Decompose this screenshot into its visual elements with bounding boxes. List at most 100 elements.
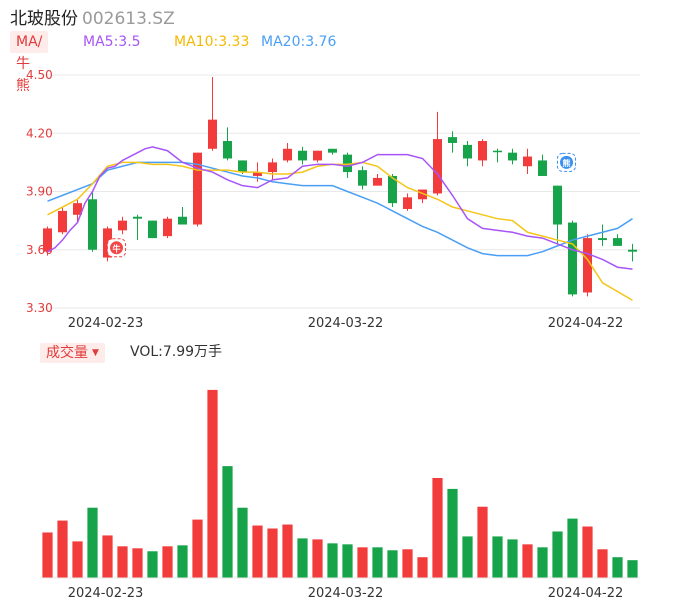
candlestick: [313, 150, 322, 163]
volume-bar: [372, 547, 383, 578]
candlestick: [538, 154, 547, 176]
candle-body: [358, 170, 367, 186]
ma5-legend: MA5:3.5: [83, 34, 141, 50]
candle-body: [343, 154, 352, 173]
volume-bar: [267, 528, 278, 578]
date-tick-label: 2024-02-23: [68, 316, 144, 331]
candle-body: [538, 160, 547, 176]
candlestick: [268, 158, 277, 180]
candle-body: [463, 144, 472, 159]
volume-date-tick-label: 2024-02-23: [68, 586, 144, 601]
volume-date-tick-label: 2024-03-22: [308, 586, 384, 601]
candlestick: [628, 243, 637, 262]
candle-body: [193, 152, 202, 225]
candle-body: [448, 137, 457, 143]
bear-icon[interactable]: 熊: [557, 152, 576, 172]
candle-body: [418, 189, 427, 200]
candlestick: [583, 234, 592, 297]
date-tick-label: 2024-04-22: [548, 316, 624, 331]
candle-body: [253, 172, 262, 176]
price-tick-label: 4.50: [26, 68, 53, 82]
volume-bar: [492, 536, 503, 578]
candlestick: [493, 148, 502, 163]
candle-body: [238, 160, 247, 173]
volume-bar: [507, 539, 518, 578]
volume-bar: [192, 519, 203, 578]
ma-indicator-button[interactable]: MA/牛熊: [10, 31, 49, 94]
candlestick: [433, 111, 442, 196]
bull-icon[interactable]: 牛: [107, 238, 126, 258]
volume-indicator-button[interactable]: 成交量 ▼: [40, 343, 105, 363]
ma10-line: [47, 161, 633, 301]
candle-body: [163, 218, 172, 237]
candlestick: [373, 174, 382, 186]
volume-bar: [312, 539, 323, 578]
volume-date-tick-label: 2024-04-22: [548, 586, 624, 601]
candle-body: [568, 222, 577, 295]
candlestick: [523, 148, 532, 175]
candle-body: [43, 228, 52, 252]
candle-body: [298, 150, 307, 161]
volume-bar: [612, 557, 623, 578]
price-tick-label: 3.90: [26, 185, 53, 199]
candle-body: [553, 185, 562, 225]
stock-name: 北玻股份: [10, 9, 78, 29]
stock-title: 北玻股份 002613.SZ: [10, 4, 175, 29]
date-tick-label: 2024-03-22: [308, 316, 384, 331]
volume-bar: [132, 548, 143, 578]
candle-body: [73, 203, 82, 215]
candle-body: [148, 220, 157, 239]
candle-body: [208, 119, 217, 149]
candlestick: [418, 189, 427, 204]
volume-bar: [222, 466, 233, 578]
candle-body: [433, 139, 442, 194]
ma20-legend: MA20:3.76: [261, 34, 337, 50]
candlestick: [508, 148, 517, 165]
candlestick: [163, 216, 172, 239]
candle-body: [583, 238, 592, 293]
candlestick: [58, 207, 67, 235]
candle-body: [133, 216, 142, 219]
volume-bar: [402, 549, 413, 578]
candlestick: [43, 226, 52, 256]
volume-button-label: 成交量: [46, 345, 88, 361]
candlestick: [463, 141, 472, 167]
candle-body: [223, 141, 232, 159]
candle-body: [493, 150, 502, 153]
candle-body: [313, 150, 322, 161]
volume-bar: [432, 478, 443, 578]
volume-bar: [597, 549, 608, 578]
candlestick: [118, 216, 127, 235]
ma10-legend: MA10:3.33: [174, 34, 250, 50]
volume-bar: [462, 536, 473, 578]
candle-body: [328, 148, 337, 153]
volume-bar: [117, 546, 128, 578]
volume-bar: [357, 547, 368, 578]
candlestick: [448, 131, 457, 153]
volume-bar: [207, 389, 218, 578]
marker-glyph: 熊: [563, 158, 571, 168]
candlestick: [328, 148, 337, 155]
volume-bar: [72, 541, 83, 578]
candlestick: [88, 191, 97, 252]
candle-body: [283, 148, 292, 161]
candle-body: [388, 175, 397, 204]
candle-body: [373, 177, 382, 186]
candlestick: [403, 193, 412, 211]
volume-bar: [387, 550, 398, 578]
candle-body: [523, 156, 532, 167]
candlestick: [358, 166, 367, 190]
candlestick: [148, 220, 157, 239]
candlestick: [73, 199, 82, 223]
candle-body: [403, 197, 412, 209]
volume-bar: [567, 518, 578, 578]
candlestick: [208, 76, 217, 151]
candlestick: [613, 234, 622, 246]
candle-body: [88, 199, 97, 250]
marker-dot: [560, 155, 573, 169]
volume-bar: [87, 507, 98, 578]
volume-bar: [627, 560, 638, 578]
price-tick-label: 3.30: [26, 301, 53, 315]
volume-chart: 2024-02-23 2024-03-22 2024-04-22: [40, 389, 640, 601]
